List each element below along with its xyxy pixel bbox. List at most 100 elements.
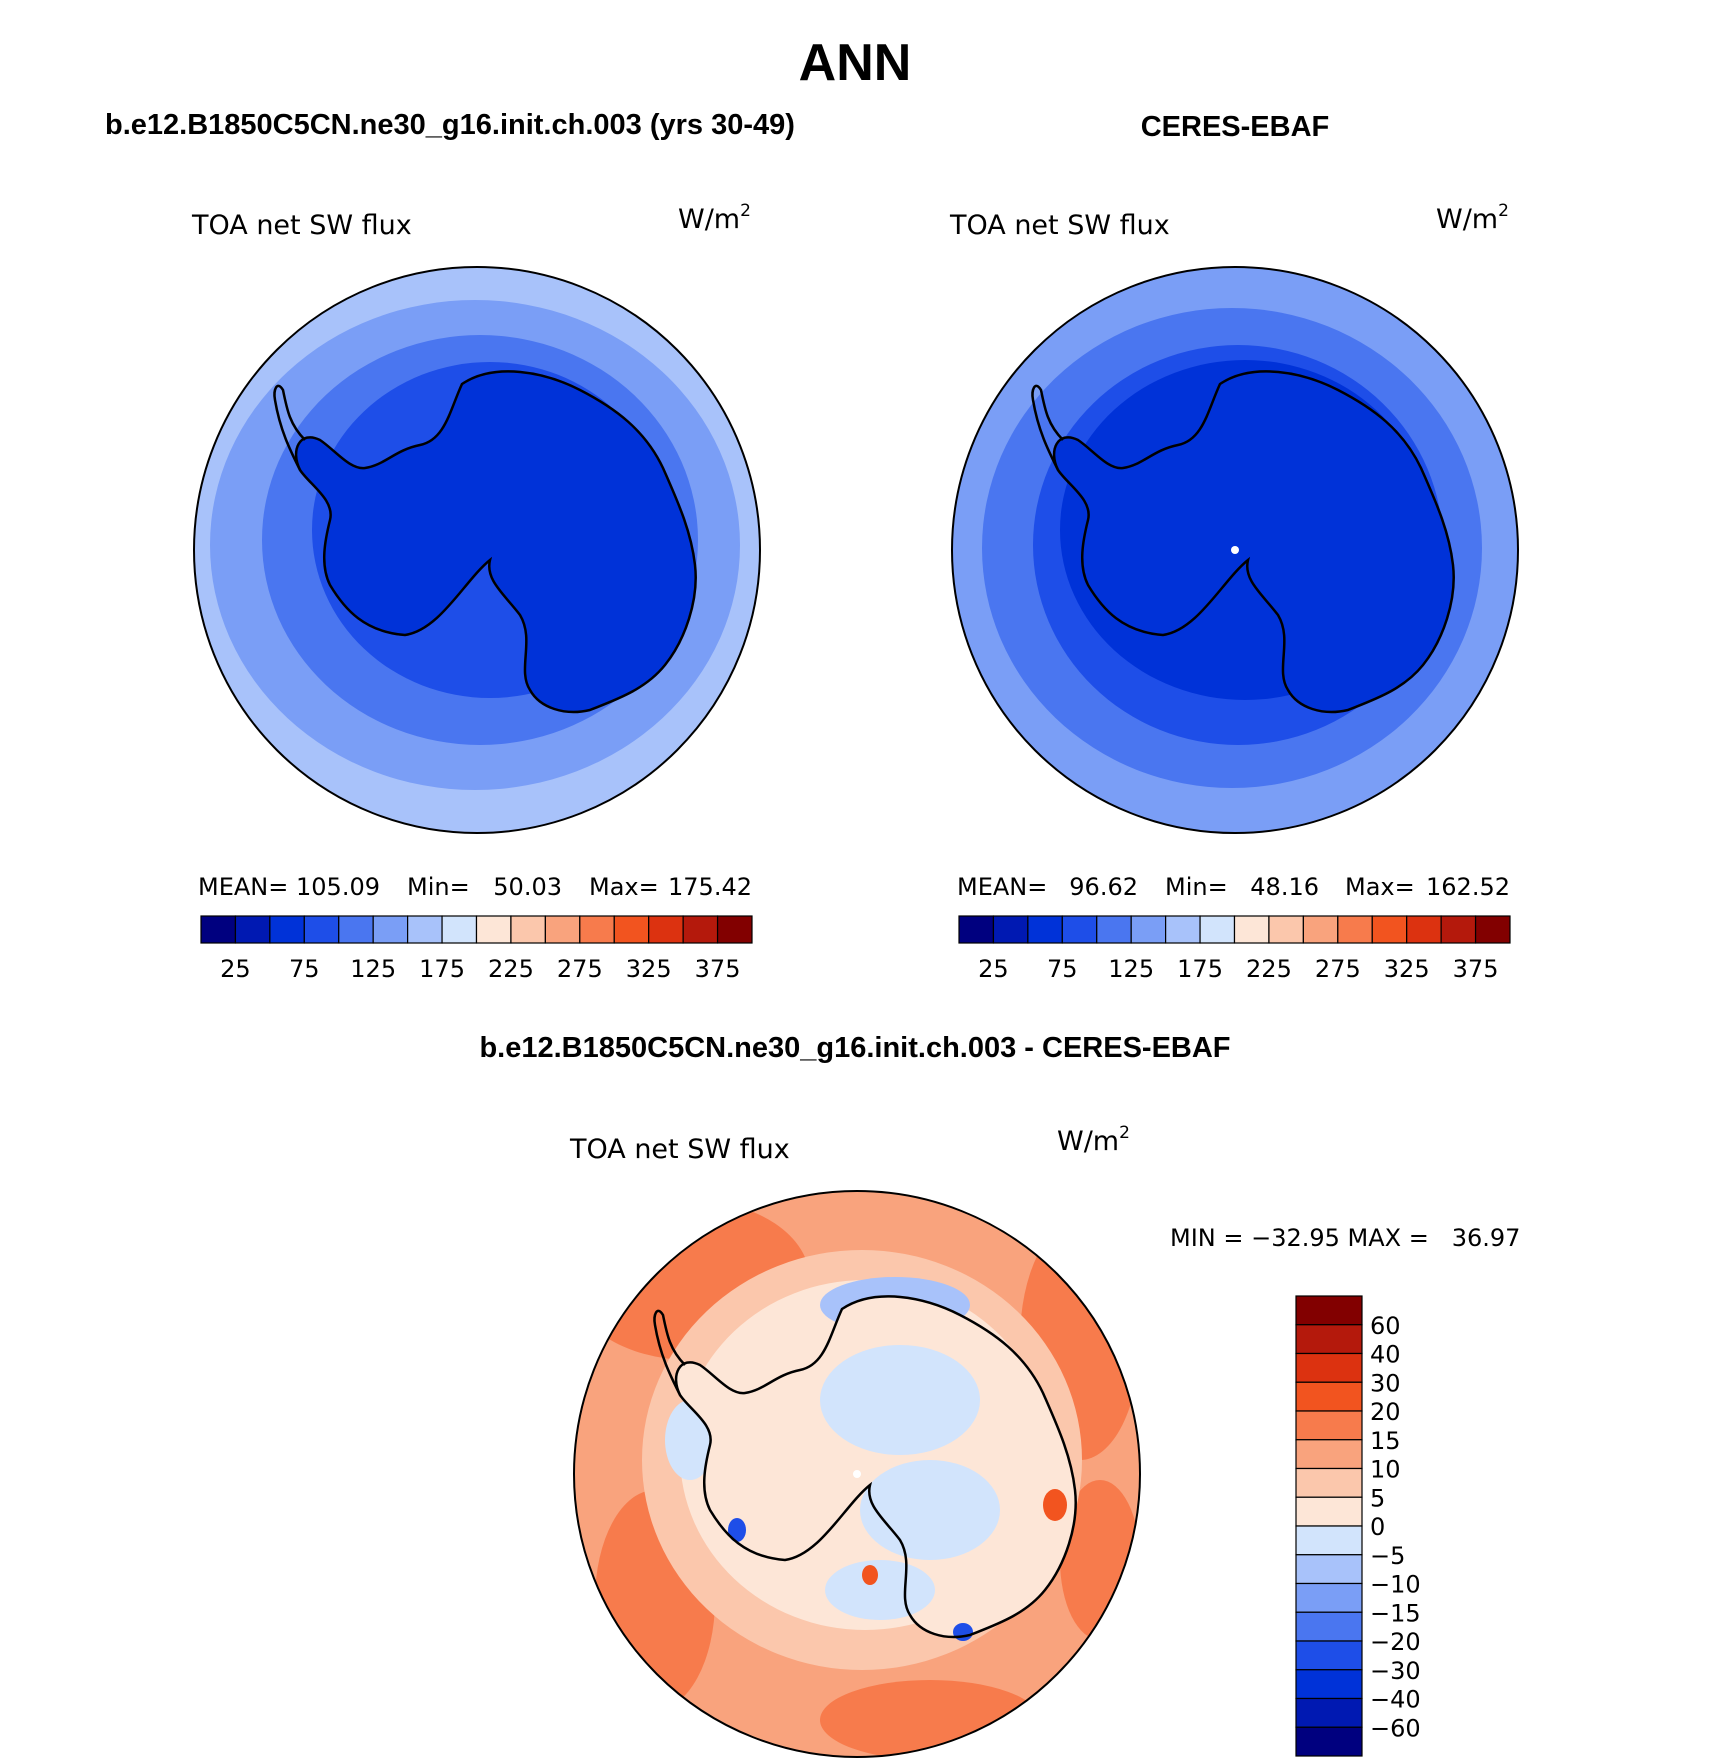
model-colorbar-box [510, 915, 546, 944]
model-colorbar-box [682, 915, 719, 944]
model-map [194, 267, 760, 833]
diff-colorbar-box [1295, 1611, 1363, 1642]
obs-colorbar-box [1371, 915, 1408, 944]
diff-colorbar-tick: 15 [1370, 1427, 1401, 1455]
model-colorbar-box [407, 915, 443, 944]
diff-minmax-text: MIN = −32.95 MAX = 36.97 [1170, 1224, 1520, 1252]
model-variable-label: TOA net SW flux [191, 210, 412, 241]
model-max-value: 175.42 [668, 873, 752, 901]
diff-colorbar-tick: −60 [1370, 1714, 1421, 1742]
obs-variable-label: TOA net SW flux [949, 210, 1170, 241]
obs-stats: MEAN= 96.62 Min= 48.16 Max= 162.52 [957, 873, 1510, 901]
diff-colorbar-tick: 5 [1370, 1484, 1385, 1512]
diff-colorbar-box [1295, 1324, 1363, 1355]
obs-colorbar: 25 75 125 175 225 275 325 375 [958, 915, 1511, 983]
obs-colorbar-tick: 275 [1315, 955, 1361, 983]
obs-colorbar-box [1061, 915, 1098, 944]
diff-colorbar-tick: −20 [1370, 1628, 1421, 1656]
diff-colorbar-tick: 10 [1370, 1456, 1401, 1484]
diff-colorbar-tick: 0 [1370, 1513, 1385, 1541]
diff-pos-spot-1 [1043, 1489, 1067, 1521]
obs-map-border [951, 266, 1519, 834]
diff-colorbar-box [1295, 1381, 1363, 1412]
model-colorbar-box [475, 915, 512, 944]
model-colorbar-box [613, 915, 650, 944]
diff-colorbar-box [1295, 1467, 1363, 1498]
obs-min-label: Min= [1165, 873, 1228, 901]
model-min-label: Min= [407, 873, 470, 901]
model-min-value: 50.03 [493, 873, 562, 901]
model-colorbar-box [579, 915, 615, 944]
obs-colorbar-box [1199, 915, 1236, 944]
obs-colorbar-box [1165, 915, 1201, 944]
diff-map-border [573, 1190, 1141, 1758]
model-colorbar-box [372, 915, 409, 944]
model-colorbar-box [544, 915, 581, 944]
diff-colorbar-box [1295, 1697, 1363, 1728]
model-colorbar-box [648, 915, 684, 944]
obs-colorbar-tick: 175 [1177, 955, 1223, 983]
diff-colorbar-box [1295, 1640, 1363, 1671]
obs-colorbar-box [1474, 915, 1511, 944]
diff-colorbar-tick: −5 [1370, 1542, 1405, 1570]
diff-colorbar-box [1295, 1669, 1363, 1700]
diff-panel-title: b.e12.B1850C5CN.ne30_g16.init.ch.003 - C… [479, 1032, 1230, 1064]
obs-colorbar-tick: 375 [1453, 955, 1499, 983]
model-colorbar-tick: 225 [488, 955, 534, 983]
model-colorbar-box [200, 915, 237, 944]
obs-colorbar-tick: 325 [1384, 955, 1430, 983]
diff-neg-interior-1 [820, 1345, 980, 1455]
obs-min-value: 48.16 [1250, 873, 1319, 901]
diff-neg-spot-1 [728, 1518, 746, 1542]
obs-colorbar-box [1337, 915, 1373, 944]
obs-pole-hole [1231, 546, 1239, 554]
obs-units-label: W/m2 [1436, 201, 1509, 235]
figure-title: ANN [799, 34, 912, 92]
obs-colorbar-box [1406, 915, 1442, 944]
obs-max-value: 162.52 [1426, 873, 1510, 901]
diff-colorbar-tick: −30 [1370, 1657, 1421, 1685]
diff-colorbar-tick: −40 [1370, 1686, 1421, 1714]
obs-colorbar-box [992, 915, 1029, 944]
diff-pos-spot-2 [862, 1565, 878, 1585]
diff-neg-spot-2 [953, 1623, 973, 1641]
model-panel-title: b.e12.B1850C5CN.ne30_g16.init.ch.003 (yr… [105, 109, 795, 141]
diff-colorbar-box [1295, 1726, 1363, 1757]
obs-panel-title: CERES-EBAF [1141, 111, 1330, 143]
model-mean-label: MEAN= [198, 873, 288, 901]
diff-colorbar-box [1295, 1295, 1363, 1326]
panel-obs: CERES-EBAF TOA net SW flux W/m2 MEAN= 96… [949, 111, 1519, 983]
model-colorbar-tick: 125 [350, 955, 396, 983]
model-colorbar-tick: 175 [419, 955, 465, 983]
diff-colorbar-box [1295, 1554, 1363, 1585]
diff-colorbar-tick: 40 [1370, 1341, 1401, 1369]
diff-colorbar-box [1295, 1439, 1363, 1470]
obs-colorbar-tick: 25 [978, 955, 1009, 983]
diff-pole-hole [853, 1470, 861, 1478]
obs-colorbar-box [1302, 915, 1339, 944]
model-map-border [193, 266, 761, 834]
obs-mean-label: MEAN= [957, 873, 1047, 901]
obs-colorbar-tick: 75 [1047, 955, 1078, 983]
diff-units-label: W/m2 [1057, 1123, 1130, 1157]
diff-colorbar-box [1295, 1352, 1363, 1383]
diff-variable-label: TOA net SW flux [569, 1134, 790, 1165]
model-colorbar-tick: 375 [695, 955, 741, 983]
model-colorbar-box [234, 915, 271, 944]
obs-colorbar-box [1233, 915, 1270, 944]
model-colorbar-box [441, 915, 478, 944]
model-stats: MEAN= 105.09 Min= 50.03 Max= 175.42 [198, 873, 752, 901]
obs-colorbar-tick: 125 [1108, 955, 1154, 983]
diff-colorbar-box [1295, 1496, 1363, 1527]
diff-colorbar-tick: 30 [1370, 1369, 1401, 1397]
diff-colorbar-tick: −10 [1370, 1571, 1421, 1599]
diff-colorbar-tick: 60 [1370, 1312, 1401, 1340]
model-units-label: W/m2 [678, 201, 751, 235]
obs-colorbar-box [1268, 915, 1304, 944]
diff-colorbar-tick: −15 [1370, 1599, 1421, 1627]
model-colorbar: 25 75 125 175 225 275 325 375 [200, 915, 753, 983]
model-colorbar-box [303, 915, 340, 944]
obs-map [952, 267, 1518, 833]
